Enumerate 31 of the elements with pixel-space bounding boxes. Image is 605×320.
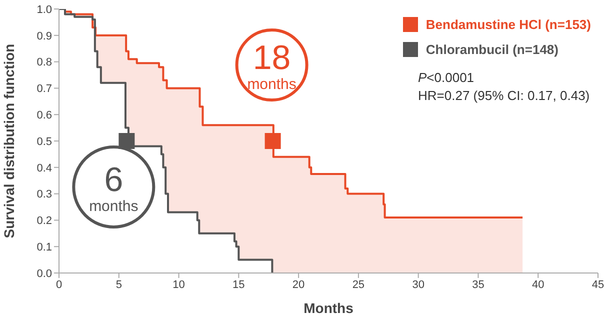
y-tick-label: 1.0	[36, 4, 52, 16]
x-tick-label: 40	[532, 278, 544, 291]
x-tick-label: 15	[232, 278, 245, 291]
y-tick-label: 0.5	[36, 136, 52, 148]
y-tick-label: 0.1	[36, 242, 52, 254]
legend-label: Bendamustine HCl (n=153)	[426, 17, 591, 32]
annotation: P<0.0001	[418, 70, 474, 85]
y-tick-label: 0.7	[36, 83, 52, 96]
x-tick-label: 10	[172, 278, 185, 291]
y-tick-label: 0.6	[36, 110, 52, 122]
x-tick-label: 5	[116, 278, 122, 291]
x-tick-label: 30	[412, 278, 424, 291]
x-tick-label: 20	[292, 278, 305, 291]
circle-callout: 6 months	[72, 146, 156, 228]
y-tick-label: 0.0	[36, 268, 52, 280]
y-tick-label: 0.4	[36, 162, 52, 174]
annotation: 6 months	[89, 161, 138, 215]
annotation: 18 months	[247, 39, 296, 93]
x-axis-title: Months	[304, 300, 354, 316]
x-tick-label: 25	[352, 278, 365, 291]
y-axis-title: Survival distribution function	[1, 44, 17, 238]
y-tick-label: 0.8	[36, 56, 52, 69]
circle-callout: 18 months	[235, 28, 308, 102]
y-tick-label: 0.2	[36, 215, 52, 228]
x-tick-label: 0	[56, 278, 62, 291]
y-tick-label: 0.3	[36, 188, 52, 201]
x-tick-label: 35	[472, 278, 484, 291]
legend-label: Chlorambucil (n=148)	[426, 42, 558, 57]
x-tick-label: 45	[592, 278, 604, 291]
y-tick-label: 0.9	[36, 30, 52, 42]
annotation: HR=0.27 (95% CI: 0.17, 0.43)	[418, 88, 590, 103]
